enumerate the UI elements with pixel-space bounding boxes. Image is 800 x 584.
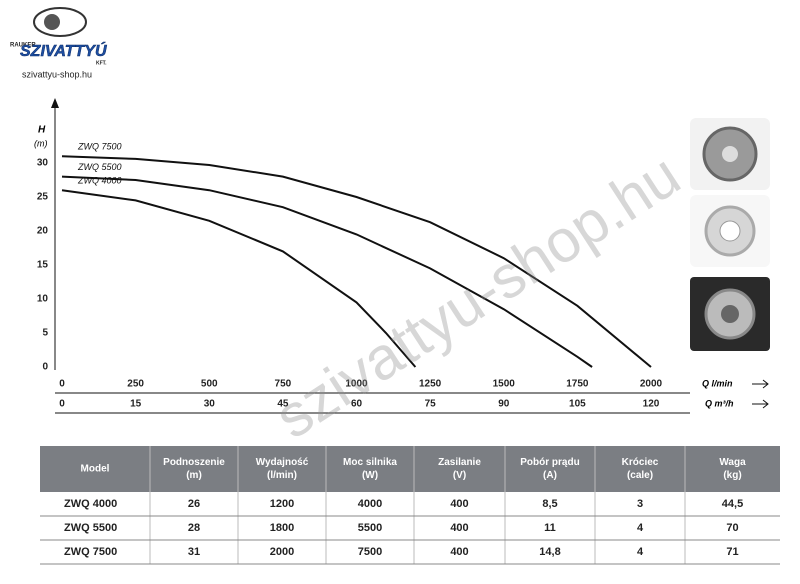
x-axis-label: Q l/min — [702, 378, 733, 388]
x2-tick-label: 30 — [204, 399, 216, 410]
table-cell: 26 — [188, 498, 200, 510]
table-cell: ZWQ 5500 — [64, 522, 117, 534]
table-cell: 4 — [637, 546, 644, 558]
header-cell: (cale) — [627, 470, 653, 481]
x2-tick-label: 105 — [569, 399, 586, 410]
table-cell: 2000 — [270, 546, 294, 558]
table-cell: 7500 — [358, 546, 382, 558]
table-cell: 4000 — [358, 498, 382, 510]
x2-tick-label: 90 — [498, 399, 510, 410]
x-axis-arrow — [752, 379, 769, 389]
header-cell: Króciec — [622, 457, 659, 468]
x2-tick-label: 75 — [425, 399, 437, 410]
table-cell: 28 — [188, 522, 200, 534]
table-cell: 31 — [188, 546, 200, 558]
x2-tick-label: 45 — [277, 399, 289, 410]
curve — [61, 189, 417, 368]
x2-tick-label: 15 — [130, 399, 142, 410]
header-cell: (A) — [543, 470, 557, 481]
table-cell: 400 — [450, 546, 468, 558]
flange-hole — [719, 220, 741, 242]
impeller-hub — [722, 146, 738, 162]
header-cell: (m) — [186, 470, 202, 481]
table-cell: 5500 — [358, 522, 382, 534]
logo: RAUKER SZIVATTYÚ KFT. szivattyu-shop.hu — [10, 7, 107, 79]
header-cell: (l/min) — [267, 470, 297, 481]
x-tick-label: 250 — [127, 379, 144, 390]
header-cell: Model — [81, 464, 110, 475]
x-tick-label: 1750 — [566, 379, 589, 390]
table-cell: 3 — [637, 498, 643, 510]
header-cell: Waga — [719, 457, 746, 468]
logo-brand: SZIVATTYÚ — [20, 41, 107, 60]
logo-url: szivattyu-shop.hu — [22, 69, 92, 79]
y-axis-arrow — [51, 98, 59, 108]
table-cell: 14,8 — [539, 546, 560, 558]
table-cell: 44,5 — [722, 498, 743, 510]
y-axis-label: H — [38, 125, 46, 136]
table-cell: 71 — [726, 546, 738, 558]
table-cell: 11 — [544, 522, 556, 534]
x-tick-label: 2000 — [640, 379, 663, 390]
y-tick-label: 25 — [37, 192, 49, 203]
x-tick-label: 750 — [275, 379, 292, 390]
x-tick-label: 500 — [201, 379, 218, 390]
x2-tick-label: 60 — [351, 399, 363, 410]
logo-suffix: KFT. — [96, 60, 107, 66]
x2-tick-label: 120 — [643, 399, 660, 410]
y-tick-label: 20 — [37, 226, 49, 237]
header-cell: Zasilanie — [438, 457, 481, 468]
watermark: szivattyu-shop.hu — [263, 141, 691, 451]
header-cell: (kg) — [723, 470, 741, 481]
curve — [61, 155, 652, 368]
table-cell: 400 — [450, 498, 468, 510]
table-cell: 4 — [637, 522, 644, 534]
y-tick-label: 30 — [37, 158, 49, 169]
curve — [61, 175, 593, 368]
table-cell: 1800 — [270, 522, 294, 534]
y-tick-label: 10 — [37, 294, 49, 305]
table-cell: ZWQ 7500 — [64, 546, 117, 558]
series-label: ZWQ 4000 — [77, 176, 122, 186]
x2-axis-label: Q m³/h — [705, 398, 734, 408]
header-cell: Moc silnika — [343, 457, 397, 468]
x-tick-label: 0 — [59, 379, 65, 390]
logo-icon-part — [44, 14, 60, 30]
y-tick-label: 5 — [42, 328, 48, 339]
header-cell: Podnoszenie — [163, 457, 225, 468]
table: Model Podnoszenie (m) Wydajność (l/min) Moc s… — [40, 446, 780, 565]
table-cell: 70 — [726, 522, 738, 534]
x-tick-label: 1000 — [345, 379, 368, 390]
table-cell: 1200 — [270, 498, 294, 510]
header-cell: Wydajność — [256, 457, 309, 468]
logo-top: RAUKER — [10, 43, 36, 49]
table-header — [40, 446, 780, 492]
y-tick-label: 0 — [42, 362, 48, 373]
series-label: ZWQ 7500 — [77, 142, 122, 152]
table-cell: ZWQ 4000 — [64, 498, 117, 510]
header-cell: Pobór prądu — [520, 457, 579, 468]
x-tick-label: 1500 — [493, 379, 516, 390]
table-cell: 8,5 — [542, 498, 557, 510]
x-tick-label: 1250 — [419, 379, 442, 390]
diffuser-hub — [721, 305, 739, 323]
series-label: ZWQ 5500 — [77, 162, 122, 172]
y-axis-unit: (m) — [34, 138, 48, 148]
y-tick-label: 15 — [37, 260, 49, 271]
header-cell: (W) — [362, 470, 378, 481]
x2-axis-arrow — [752, 399, 769, 409]
header-cell: (V) — [453, 470, 466, 481]
x2-tick-label: 0 — [59, 399, 65, 410]
table-cell: 400 — [450, 522, 468, 534]
